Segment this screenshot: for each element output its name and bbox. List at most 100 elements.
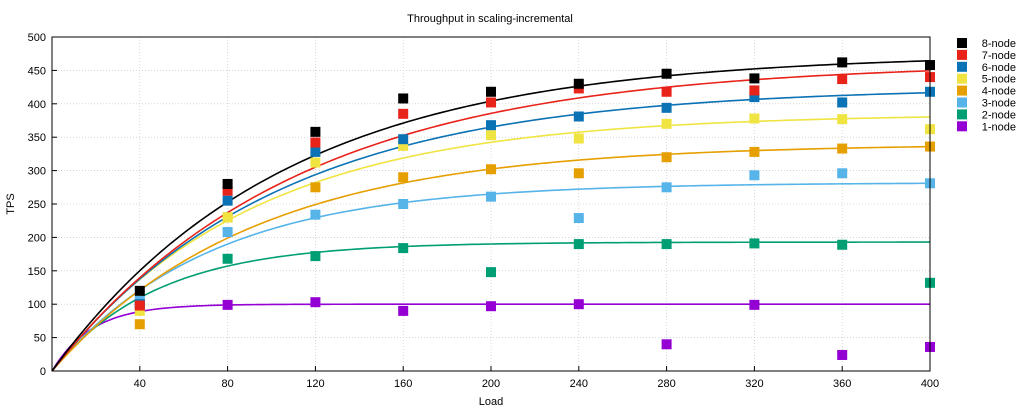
point-6-node — [398, 134, 409, 145]
point-2-node — [749, 238, 760, 249]
y-tick-label: 400 — [28, 99, 46, 111]
x-tick-label: 360 — [833, 378, 851, 390]
y-tick-label: 0 — [40, 366, 46, 378]
point-7-node — [398, 108, 409, 119]
point-5-node — [486, 130, 496, 141]
y-tick-label: 500 — [28, 32, 46, 44]
point-8-node — [749, 73, 760, 84]
point-3-node — [837, 168, 848, 179]
data-points — [134, 57, 935, 360]
y-tick-label: 100 — [28, 299, 46, 311]
point-7-node — [134, 300, 145, 311]
point-8-node — [134, 285, 145, 296]
legend-marker-7-node — [957, 49, 967, 60]
point-7-node — [749, 85, 760, 96]
point-8-node — [486, 86, 496, 97]
point-3-node — [749, 170, 760, 181]
point-7-node — [486, 97, 496, 108]
point-5-node — [837, 114, 848, 125]
point-5-node — [134, 305, 145, 316]
legend-marker-1-node — [957, 121, 967, 132]
fit-curve-2-node — [51, 241, 931, 372]
point-8-node — [661, 68, 672, 79]
point-3-node — [222, 227, 233, 238]
point-2-node — [573, 239, 584, 250]
point-5-node — [661, 118, 672, 129]
point-7-node — [222, 185, 233, 196]
x-tick-label: 280 — [657, 378, 675, 390]
point-7-node — [661, 86, 672, 97]
point-4-node — [837, 143, 848, 154]
legend-label-4-node: 4-node — [982, 86, 1016, 98]
x-tick-label: 200 — [482, 378, 500, 390]
point-1-node — [837, 349, 848, 360]
y-tick-label: 450 — [28, 65, 46, 77]
point-3-node — [398, 199, 409, 209]
point-2-node — [222, 253, 233, 264]
legend-label-1-node: 1-node — [982, 121, 1016, 133]
point-4-node — [310, 182, 321, 193]
legend-marker-4-node — [957, 85, 967, 96]
point-5-node — [573, 133, 584, 144]
point-5-node — [398, 140, 409, 151]
x-tick-label: 400 — [921, 378, 939, 390]
x-tick-label: 80 — [221, 378, 233, 390]
point-8-node — [310, 126, 321, 137]
point-4-node — [134, 319, 145, 330]
legend-marker-2-node — [957, 109, 967, 120]
chart-title: Throughput in scaling-incremental — [407, 13, 573, 25]
point-8-node — [222, 178, 233, 189]
x-tick-label: 240 — [570, 378, 588, 390]
point-7-node — [310, 137, 321, 148]
x-tick-label: 40 — [134, 378, 146, 390]
fit-curve-7-node — [51, 70, 931, 372]
point-1-node — [486, 301, 496, 312]
point-4-node — [661, 152, 672, 163]
point-7-node — [837, 74, 848, 85]
x-axis-title: Load — [479, 396, 503, 408]
y-tick-label: 150 — [28, 266, 46, 278]
fit-curve-5-node — [51, 116, 931, 372]
point-3-node — [310, 209, 321, 220]
x-tick-label: 320 — [745, 378, 763, 390]
point-2-node — [837, 239, 848, 250]
point-4-node — [573, 168, 584, 179]
y-tick-label: 300 — [28, 166, 46, 178]
legend-label-8-node: 8-node — [982, 38, 1016, 50]
point-1-node — [310, 297, 321, 308]
point-1-node — [661, 339, 672, 350]
y-tick-label: 250 — [28, 199, 46, 211]
legend-label-7-node: 7-node — [982, 50, 1016, 62]
point-2-node — [661, 239, 672, 250]
point-2-node — [310, 251, 321, 262]
legend-marker-5-node — [957, 73, 967, 84]
point-2-node — [398, 243, 409, 254]
point-6-node — [661, 102, 672, 113]
legend-label-2-node: 2-node — [982, 109, 1016, 121]
point-6-node — [486, 120, 496, 131]
point-3-node — [573, 213, 584, 224]
point-4-node — [749, 146, 760, 157]
y-tick-label: 50 — [34, 333, 46, 345]
legend: 8-node7-node6-node5-node4-node3-node2-no… — [957, 38, 1016, 133]
point-8-node — [837, 57, 848, 68]
x-tick-label: 120 — [306, 378, 324, 390]
point-4-node — [486, 164, 496, 175]
legend-label-5-node: 5-node — [982, 74, 1016, 86]
ticks: 0 50 100 150 200 250 300 350 400 450 500 40 80 120 160… — [28, 32, 940, 390]
point-1-node — [398, 305, 409, 316]
point-6-node — [749, 92, 760, 103]
y-tick-label: 350 — [28, 132, 46, 144]
y-axis-title: TPS — [5, 193, 17, 214]
y-tick-label: 200 — [28, 232, 46, 244]
x-tick-label: 160 — [394, 378, 412, 390]
legend-marker-6-node — [957, 61, 967, 72]
point-6-node — [837, 97, 848, 108]
point-8-node — [398, 93, 409, 104]
point-6-node — [310, 146, 321, 157]
legend-label-3-node: 3-node — [982, 98, 1016, 110]
point-5-node — [222, 212, 233, 223]
point-6-node — [222, 195, 233, 206]
point-6-node — [573, 111, 584, 122]
